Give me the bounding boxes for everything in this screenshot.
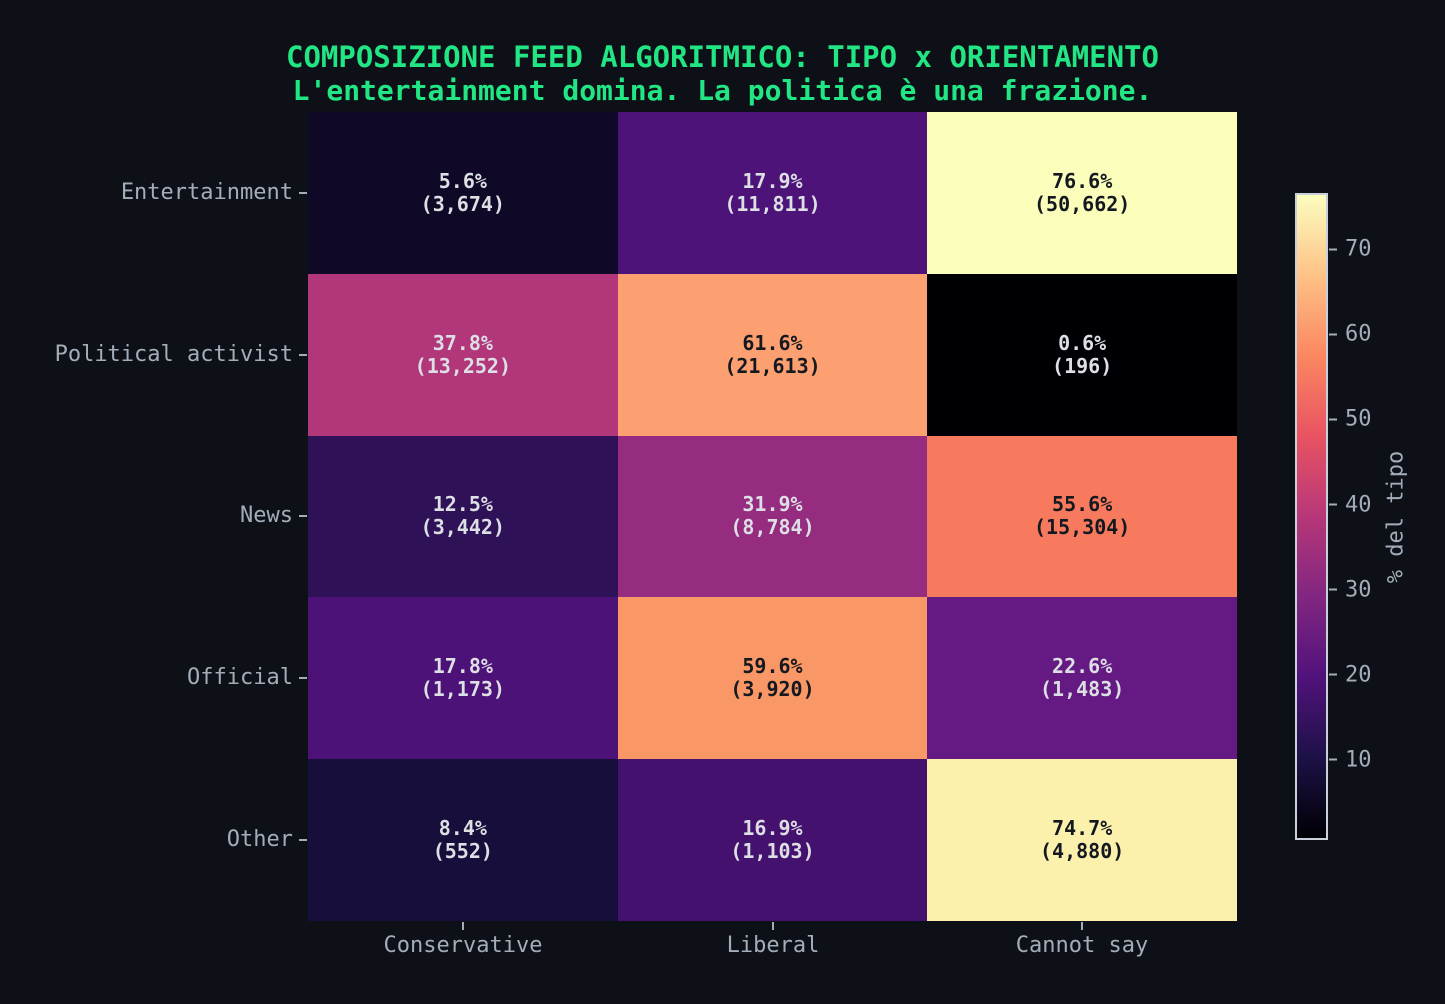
x-tick-mark xyxy=(772,922,774,930)
colorbar-tick-mark xyxy=(1329,758,1337,761)
colorbar-tick: 30 xyxy=(1329,577,1372,602)
cell-percent: 22.6% xyxy=(1052,654,1113,679)
colorbar-tick: 50 xyxy=(1329,407,1372,432)
heatmap-cell: 5.6% (3,674) xyxy=(308,112,618,274)
cell-count: (11,811) xyxy=(724,191,821,216)
colorbar-tick-mark xyxy=(1329,333,1337,336)
cell-percent: 5.6% xyxy=(438,168,487,193)
heatmap-cell: 59.6% (3,920) xyxy=(617,597,928,760)
cell-percent: 55.6% xyxy=(1052,492,1113,517)
chart-title: COMPOSIZIONE FEED ALGORITMICO: TIPO x OR… xyxy=(286,40,1159,74)
heatmap: 5.6% (3,674) 17.9% (11,811) 76.6% (50,66… xyxy=(308,112,1237,921)
cell-percent: 16.9% xyxy=(742,816,803,841)
x-tick-label-conservative: Conservative xyxy=(383,933,543,958)
cell-count: (13,252) xyxy=(414,353,511,378)
cell-percent: 0.6% xyxy=(1058,330,1107,355)
heatmap-cell: 16.9% (1,103) xyxy=(617,759,928,921)
colorbar-tick-label: 70 xyxy=(1345,236,1372,262)
cell-percent: 37.8% xyxy=(432,330,493,355)
heatmap-cell: 0.6% (196) xyxy=(927,273,1237,436)
heatmap-cell: 8.4% (552) xyxy=(308,759,618,921)
colorbar-tick-mark xyxy=(1329,503,1337,506)
heatmap-cell: 76.6% (50,662) xyxy=(927,112,1237,274)
colorbar-tick: 40 xyxy=(1329,492,1372,517)
cell-count: (196) xyxy=(1052,353,1113,378)
cell-count: (50,662) xyxy=(1033,191,1131,216)
cell-count: (1,173) xyxy=(420,677,505,702)
cell-count: (3,674) xyxy=(420,191,505,216)
cell-count: (15,304) xyxy=(1033,515,1131,540)
y-tick-mark xyxy=(299,515,307,517)
colorbar-tick: 70 xyxy=(1329,237,1372,262)
colorbar-tick-label: 40 xyxy=(1345,492,1372,518)
heatmap-cell: 12.5% (3,442) xyxy=(308,435,618,598)
cell-percent: 17.8% xyxy=(432,654,493,679)
cell-percent: 61.6% xyxy=(742,330,803,355)
colorbar-gradient xyxy=(1297,195,1326,838)
x-tick-mark xyxy=(1081,922,1083,930)
cell-percent: 8.4% xyxy=(438,816,487,841)
colorbar-tick-label: 60 xyxy=(1345,321,1372,347)
x-tick-label-liberal: Liberal xyxy=(726,933,820,958)
colorbar-tick-mark xyxy=(1329,248,1337,251)
y-tick-label-political-activist: Political activist xyxy=(54,342,293,367)
cell-count: (1,103) xyxy=(730,839,815,864)
colorbar-tick-label: 30 xyxy=(1345,577,1372,603)
colorbar-tick-label: 10 xyxy=(1345,747,1372,773)
y-tick-mark xyxy=(299,354,307,356)
y-tick-label-news: News xyxy=(240,503,293,528)
colorbar-tick-label: 20 xyxy=(1345,662,1372,688)
cell-percent: 31.9% xyxy=(742,492,803,517)
cell-count: (3,442) xyxy=(420,515,505,540)
cell-percent: 17.9% xyxy=(742,168,803,193)
heatmap-cell: 17.8% (1,173) xyxy=(308,597,618,760)
y-tick-label-entertainment: Entertainment xyxy=(120,180,293,205)
colorbar-tick-label: 50 xyxy=(1345,406,1372,432)
y-tick-mark xyxy=(299,192,307,194)
y-tick-mark xyxy=(299,839,307,841)
heatmap-cell: 37.8% (13,252) xyxy=(308,273,618,436)
colorbar-tick-mark xyxy=(1329,673,1337,676)
cell-count: (21,613) xyxy=(724,353,821,378)
cell-count: (552) xyxy=(432,839,493,864)
cell-count: (4,880) xyxy=(1040,839,1125,864)
colorbar-tick: 10 xyxy=(1329,747,1372,772)
heatmap-cell: 22.6% (1,483) xyxy=(927,597,1237,760)
heatmap-cell: 17.9% (11,811) xyxy=(617,112,928,274)
colorbar-tick: 60 xyxy=(1329,322,1372,347)
heatmap-cell: 61.6% (21,613) xyxy=(617,273,928,436)
cell-count: (8,784) xyxy=(730,515,815,540)
colorbar xyxy=(1295,193,1328,840)
y-tick-mark xyxy=(299,677,307,679)
colorbar-tick-mark xyxy=(1329,418,1337,421)
cell-percent: 59.6% xyxy=(742,654,803,679)
colorbar-ticks: 10 20 30 40 50 60 70 xyxy=(1329,193,1409,840)
y-tick-label-other: Other xyxy=(226,827,293,852)
cell-percent: 76.6% xyxy=(1052,168,1113,193)
chart-subtitle: L'entertainment domina. La politica è un… xyxy=(292,74,1153,107)
heatmap-cell: 31.9% (8,784) xyxy=(617,435,928,598)
x-tick-mark xyxy=(462,922,464,930)
cell-percent: 12.5% xyxy=(432,492,493,517)
colorbar-axis-label: % del tipo xyxy=(1383,450,1409,584)
y-tick-label-official: Official xyxy=(187,665,293,690)
heatmap-cell: 74.7% (4,880) xyxy=(927,759,1237,921)
x-tick-label-cannot-say: Cannot say xyxy=(1015,933,1149,958)
colorbar-tick-mark xyxy=(1329,588,1337,591)
colorbar-tick: 20 xyxy=(1329,662,1372,687)
cell-count: (1,483) xyxy=(1040,677,1125,702)
cell-percent: 74.7% xyxy=(1052,816,1113,841)
cell-count: (3,920) xyxy=(730,677,815,702)
heatmap-cell: 55.6% (15,304) xyxy=(927,435,1237,598)
